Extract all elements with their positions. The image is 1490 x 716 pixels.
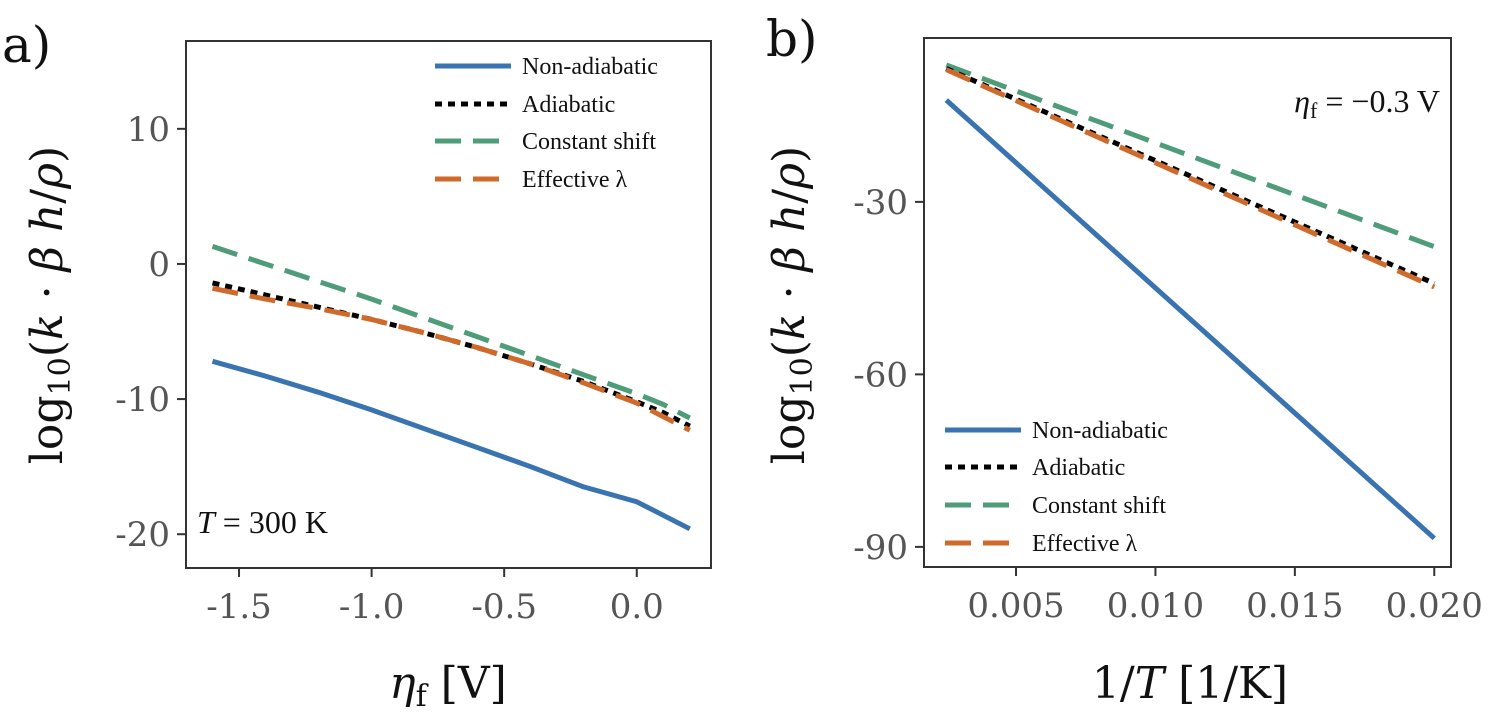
panel-a-y-tick-label: -10	[115, 380, 170, 420]
panel-b-x-tick-label: 0.020	[1386, 586, 1483, 626]
panel-a-series-constant-shift	[211, 244, 691, 421]
panel-b-annotation: ηf = −0.3 V	[1294, 83, 1440, 123]
panel-a-x-axis-label: ηf [V]	[389, 658, 507, 714]
panel-b-y-tick-label: -90	[853, 528, 908, 568]
panel-a-x-tick-label: -1.5	[206, 587, 272, 627]
panel-b-legend: Non-adiabatic Adiabatic Constant shift E…	[945, 418, 1168, 557]
legend-label-adiabatic: Adiabatic	[522, 92, 615, 118]
legend-label-constant-shift: Constant shift	[522, 129, 656, 155]
panel-a-y-tick-label: 0	[148, 245, 170, 285]
panel-b-y-tick-label: -60	[853, 355, 908, 395]
panel-b-y-tick-label: -30	[853, 183, 908, 223]
panel-a: a) -1.5 -1.0 -0.5 0.0 10 0 -10 -20 ηf [V] log10…	[2, 16, 712, 714]
panel-a-plot-frame	[185, 40, 712, 569]
panel-a-x-tick-label: 0.0	[610, 587, 664, 627]
panel-a-ticks: -1.5 -1.0 -0.5 0.0 10 0 -10 -20	[115, 110, 664, 627]
panel-a-y-tick-label: 10	[127, 110, 170, 150]
panel-b-series-constant-shift	[945, 62, 1436, 250]
legend-label-non-adiabatic: Non-adiabatic	[522, 54, 658, 80]
legend-label-effective-lambda: Effective λ	[522, 167, 628, 193]
panel-b-x-tick-label: 0.005	[967, 586, 1064, 626]
panel-a-legend: Non-adiabatic Adiabatic Constant shift E…	[435, 54, 658, 193]
panel-b-plot-frame	[923, 37, 1452, 568]
panel-a-x-tick-label: -0.5	[471, 587, 537, 627]
legend-label-constant-shift: Constant shift	[1032, 493, 1166, 519]
panel-b-series-effective-lambda	[945, 67, 1436, 290]
panel-a-x-tick-label: -1.0	[339, 587, 405, 627]
panel-a-label: a)	[2, 16, 51, 74]
panel-b-x-axis-label: 1/T [1/K]	[1092, 658, 1288, 709]
panel-a-series-non-adiabatic	[211, 358, 691, 532]
legend-label-adiabatic: Adiabatic	[1032, 455, 1125, 481]
panel-a-y-axis-label: log10(k · β h/ρ)	[22, 146, 78, 464]
panel-a-y-tick-label: -20	[115, 515, 170, 555]
panel-a-series-adiabatic	[211, 280, 691, 429]
panel-b: b) 0.005 0.010 0.015 0.020 -30 -60 -90 1/T [1/…	[764, 10, 1483, 709]
panel-b-label: b)	[766, 10, 818, 68]
panel-a-series-effective-lambda	[212, 285, 691, 433]
legend-label-effective-lambda: Effective λ	[1032, 531, 1138, 557]
panel-b-y-axis-label: log10(k · β h/ρ)	[764, 146, 820, 464]
panel-b-series-non-adiabatic	[944, 98, 1436, 541]
panel-b-ticks: 0.005 0.010 0.015 0.020 -30 -60 -90	[853, 183, 1483, 626]
legend-label-non-adiabatic: Non-adiabatic	[1032, 418, 1168, 444]
panel-b-series	[944, 62, 1436, 541]
panel-a-series	[211, 244, 691, 532]
panel-b-x-tick-label: 0.010	[1107, 586, 1204, 626]
panel-a-annotation: T = 300 K	[197, 504, 328, 540]
panel-b-x-tick-label: 0.015	[1246, 586, 1343, 626]
